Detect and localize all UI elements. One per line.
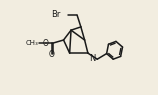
Text: CH₃: CH₃	[26, 40, 39, 46]
Text: N: N	[89, 54, 95, 63]
Text: O: O	[48, 50, 54, 59]
Text: O: O	[43, 39, 49, 48]
Text: Br: Br	[51, 10, 61, 19]
